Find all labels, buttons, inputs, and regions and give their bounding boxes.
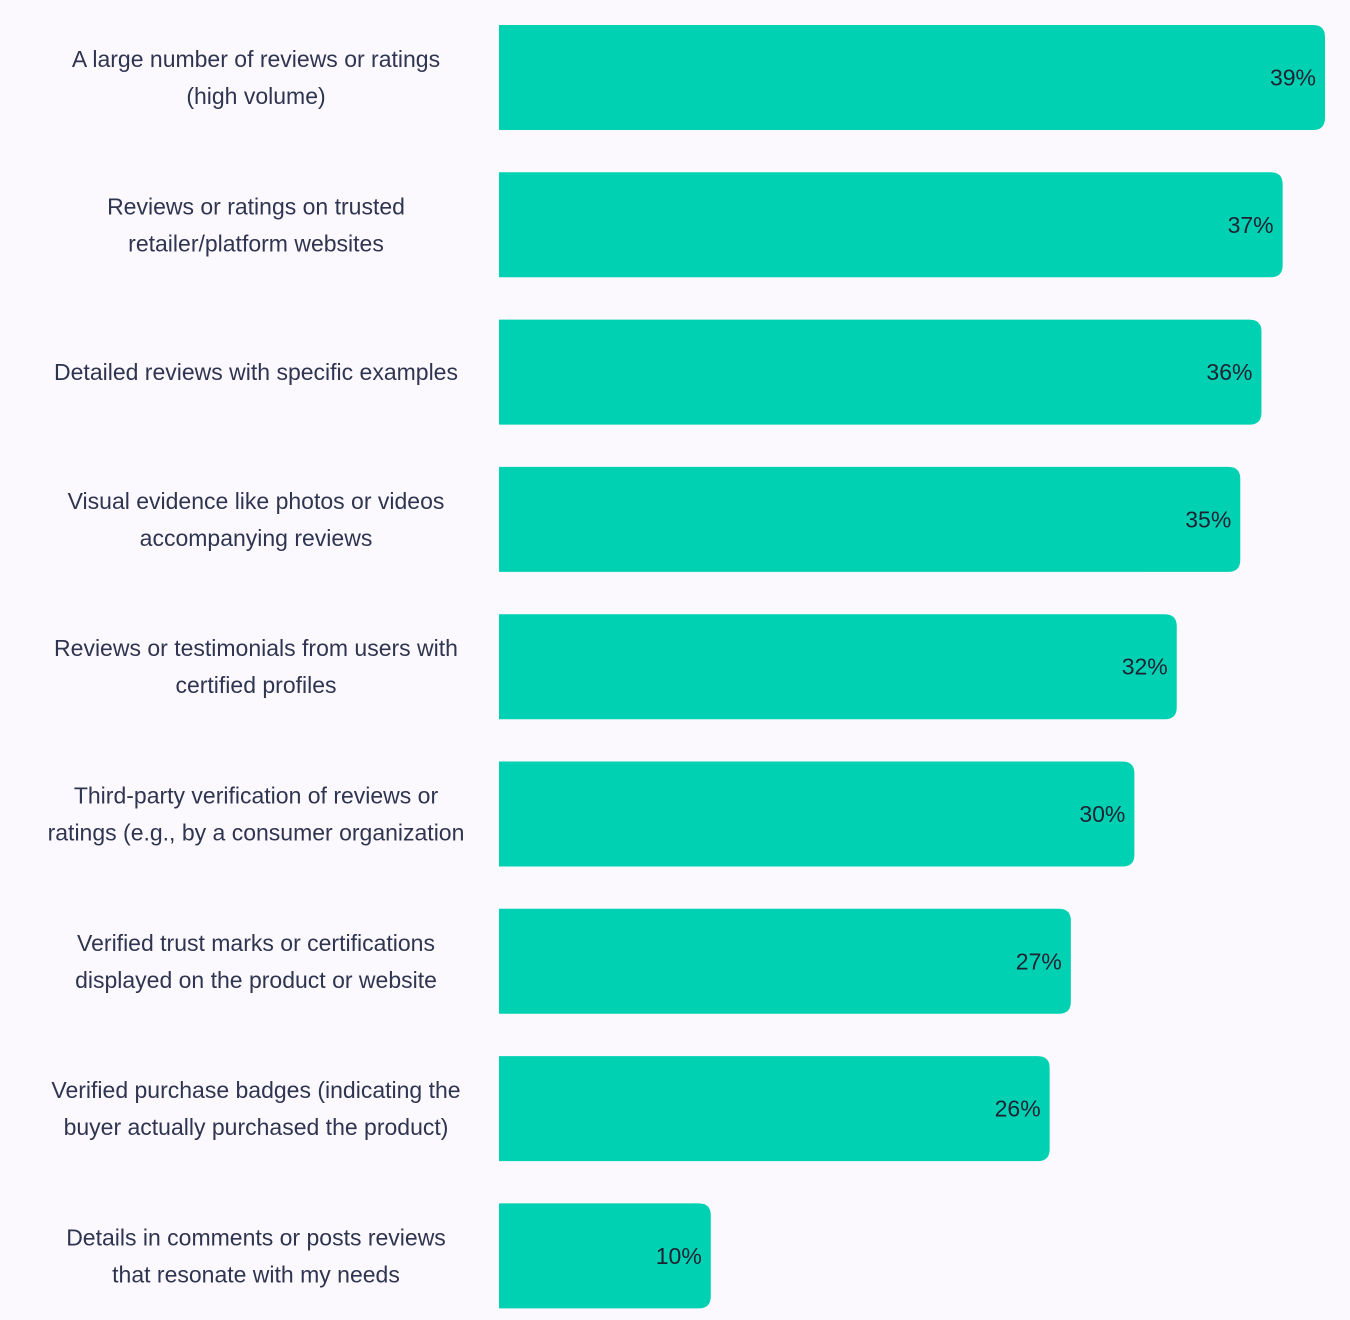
category-label-line: accompanying reviews xyxy=(140,525,373,551)
bar xyxy=(499,908,1071,1014)
category-label-line: Visual evidence like photos or videos xyxy=(68,488,445,514)
bar-value-label: 35% xyxy=(1185,506,1231,532)
category-label-line: buyer actually purchased the product) xyxy=(64,1114,449,1140)
category-label-line: that resonate with my needs xyxy=(112,1261,400,1287)
bar xyxy=(499,319,1262,425)
category-label: Details in comments or posts reviews that… xyxy=(66,1224,446,1287)
category-label-line: (high volume) xyxy=(186,83,325,109)
bar-row: 36% Detailed reviews with specific exampl… xyxy=(54,319,1262,425)
bar-row: 37% Reviews or ratings on trusted retailer… xyxy=(107,172,1283,278)
category-label-line: Reviews or testimonials from users with xyxy=(54,635,458,661)
bar-row: 26% Verified purchase badges (indicating … xyxy=(51,1056,1050,1162)
category-label: Detailed reviews with specific examples xyxy=(54,359,458,385)
category-label: Reviews or testimonials from users with c… xyxy=(54,635,458,698)
bar-row: 30% Third-party verification of reviews o… xyxy=(48,761,1135,867)
bar-row: 27% Verified trust marks or certification… xyxy=(75,908,1071,1014)
bar xyxy=(499,172,1283,278)
bar-value-label: 36% xyxy=(1206,359,1252,385)
bar xyxy=(499,1056,1050,1162)
category-label-line: Third-party verification of reviews or xyxy=(74,783,439,809)
category-label-line: Verified purchase badges (indicating the xyxy=(51,1077,460,1103)
category-label: Verified trust marks or certifications di… xyxy=(75,930,437,993)
bar xyxy=(499,25,1325,130)
category-label-line: Verified trust marks or certifications xyxy=(77,930,435,956)
bar-row: 10% Details in comments or posts reviews t… xyxy=(66,1203,711,1309)
bar-value-label: 26% xyxy=(995,1096,1041,1122)
bar-value-label: 37% xyxy=(1228,212,1274,238)
bar-value-label: 10% xyxy=(656,1243,702,1269)
bar-row: 35% Visual evidence like photos or videos… xyxy=(68,466,1241,572)
category-label-line: A large number of reviews or ratings xyxy=(72,46,440,72)
category-label-line: Reviews or ratings on trusted xyxy=(107,193,405,219)
bar-row: 39% A large number of reviews or ratings (… xyxy=(72,25,1325,130)
category-label-line: displayed on the product or website xyxy=(75,967,437,993)
category-label-line: ratings (e.g., by a consumer organizatio… xyxy=(48,820,465,846)
category-label: Third-party verification of reviews or ra… xyxy=(48,783,465,846)
category-label-line: retailer/platform websites xyxy=(128,230,384,256)
bar xyxy=(499,1203,711,1309)
bar xyxy=(499,614,1177,720)
category-label-line: Details in comments or posts reviews xyxy=(66,1224,446,1250)
bar-value-label: 39% xyxy=(1270,65,1316,91)
bar-row: 32% Reviews or testimonials from users wi… xyxy=(54,614,1177,720)
category-label-line: Detailed reviews with specific examples xyxy=(54,359,458,385)
category-label: Reviews or ratings on trusted retailer/pl… xyxy=(107,193,405,256)
bar-value-label: 32% xyxy=(1122,654,1168,680)
bar xyxy=(499,761,1135,867)
category-label: Visual evidence like photos or videos acc… xyxy=(68,488,445,551)
bar xyxy=(499,466,1241,572)
category-label-line: certified profiles xyxy=(175,672,336,698)
bar-value-label: 30% xyxy=(1079,801,1125,827)
category-label: Verified purchase badges (indicating the… xyxy=(51,1077,460,1140)
category-label: A large number of reviews or ratings (hig… xyxy=(72,46,440,109)
bar-value-label: 27% xyxy=(1016,948,1062,974)
